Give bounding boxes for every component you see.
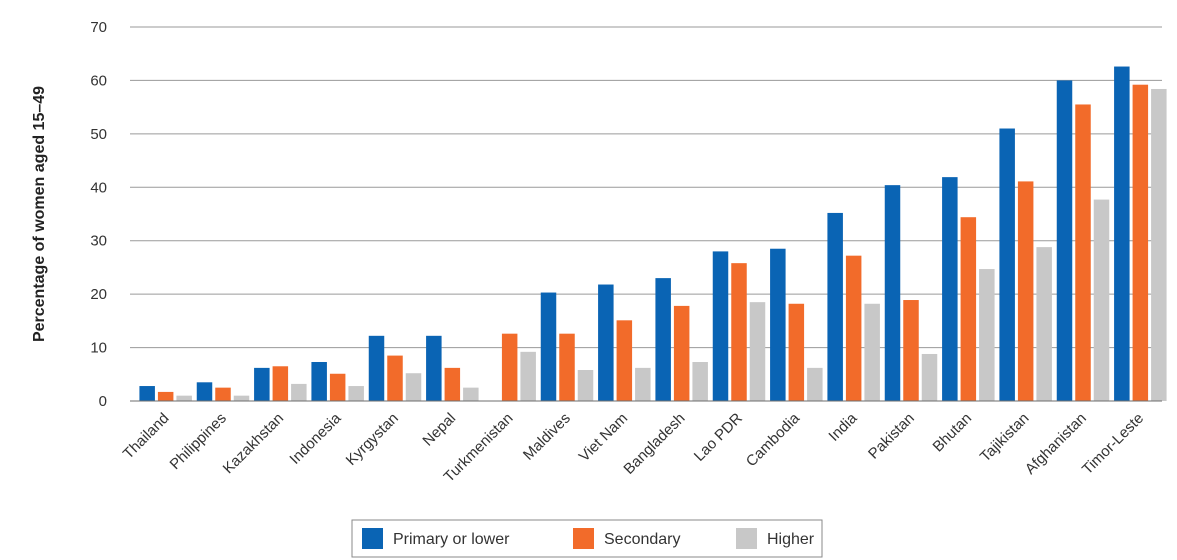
- bar-higher-philippines: [233, 395, 250, 401]
- y-tick-label: 70: [90, 19, 107, 36]
- bar-primary-or-lower-kyrgystan: [368, 335, 385, 401]
- x-tick-label: Viet Nam: [576, 410, 631, 465]
- bar-higher-india: [864, 303, 880, 401]
- x-tick-label: Thailand: [120, 410, 173, 463]
- bar-higher-viet-nam: [635, 367, 651, 401]
- bar-primary-or-lower-bhutan: [942, 177, 958, 401]
- legend-label: Higher: [767, 531, 815, 548]
- bar-higher-cambodia: [807, 367, 823, 401]
- bar-higher-afghanistan: [1093, 199, 1110, 401]
- bar-higher-tajikistan: [1036, 247, 1052, 401]
- x-tick-label: Kyrgystan: [343, 410, 402, 469]
- bar-primary-or-lower-viet-nam: [598, 284, 614, 401]
- bar-primary-or-lower-kazakhstan: [254, 367, 270, 401]
- bar-higher-pakistan: [921, 353, 938, 401]
- bar-higher-timor-leste: [1151, 88, 1167, 401]
- bar-primary-or-lower-cambodia: [770, 248, 786, 401]
- bar-secondary-thailand: [157, 391, 174, 401]
- bar-higher-indonesia: [348, 386, 364, 401]
- bars: [139, 66, 1167, 402]
- bar-higher-lao-pdr: [749, 302, 766, 401]
- bar-secondary-indonesia: [329, 373, 346, 401]
- x-tick-label: India: [825, 409, 860, 444]
- bar-higher-turkmenistan: [520, 351, 536, 401]
- x-tick-label: Lao PDR: [691, 410, 746, 465]
- y-tick-label: 50: [90, 126, 107, 143]
- bar-secondary-timor-leste: [1132, 84, 1149, 402]
- bar-primary-or-lower-philippines: [196, 382, 213, 401]
- legend-swatch: [362, 528, 383, 549]
- legend-label: Primary or lower: [393, 531, 510, 548]
- gridlines: [130, 26, 1162, 349]
- y-tick-label: 60: [90, 72, 107, 89]
- legend-swatch: [736, 528, 757, 549]
- x-tick-label: Bhutan: [930, 410, 976, 456]
- y-axis-label: Percentage of women aged 15–49: [31, 86, 48, 342]
- bar-secondary-nepal: [444, 367, 461, 401]
- bar-secondary-bangladesh: [673, 305, 690, 401]
- bar-primary-or-lower-afghanistan: [1056, 80, 1073, 401]
- bar-secondary-kazakhstan: [272, 366, 289, 401]
- legend: Primary or lower Secondary Higher: [351, 519, 823, 558]
- legend-label: Secondary: [604, 531, 681, 548]
- bar-primary-or-lower-timor-leste: [1114, 66, 1130, 401]
- x-tick-label: Bangladesh: [620, 410, 688, 478]
- bar-secondary-kyrgystan: [387, 355, 403, 401]
- bar-primary-or-lower-lao-pdr: [712, 251, 729, 401]
- bar-secondary-bhutan: [960, 217, 977, 401]
- x-tick-label: Indonesia: [286, 409, 344, 467]
- x-tick-label: Cambodia: [743, 409, 804, 470]
- bar-primary-or-lower-nepal: [426, 335, 442, 401]
- bar-higher-bhutan: [979, 269, 995, 401]
- x-tick-label: Timor-Leste: [1079, 410, 1147, 478]
- y-tick-label: 10: [90, 340, 107, 357]
- y-tick-label: 40: [90, 179, 107, 196]
- bar-primary-or-lower-indonesia: [311, 361, 327, 401]
- y-tick-label: 30: [90, 233, 107, 250]
- y-tick-label: 20: [90, 286, 107, 303]
- bar-higher-nepal: [463, 387, 479, 401]
- bar-secondary-lao-pdr: [731, 263, 747, 401]
- bar-higher-kazakhstan: [291, 383, 307, 401]
- bar-higher-kyrgystan: [405, 373, 422, 401]
- bar-primary-or-lower-tajikistan: [999, 128, 1015, 401]
- bar-secondary-pakistan: [903, 300, 919, 401]
- bar-primary-or-lower-bangladesh: [655, 278, 671, 401]
- bar-primary-or-lower-pakistan: [884, 185, 901, 401]
- bar-higher-thailand: [176, 395, 192, 401]
- bar-secondary-maldives: [559, 333, 575, 401]
- x-tick-label: Tajikistan: [977, 410, 1033, 466]
- bar-secondary-tajikistan: [1017, 181, 1034, 401]
- x-tick-label: Kazakhstan: [220, 410, 287, 477]
- x-tick-label: Pakistan: [865, 410, 918, 463]
- bar-secondary-afghanistan: [1075, 104, 1091, 401]
- y-tick-label: 0: [99, 393, 107, 410]
- bar-primary-or-lower-maldives: [540, 292, 557, 401]
- bar-secondary-viet-nam: [616, 320, 633, 401]
- bar-higher-bangladesh: [692, 361, 708, 401]
- bar-secondary-turkmenistan: [501, 333, 518, 401]
- bar-higher-maldives: [577, 370, 594, 401]
- bar-primary-or-lower-thailand: [139, 386, 155, 401]
- bar-secondary-philippines: [215, 387, 231, 401]
- bar-primary-or-lower-india: [827, 212, 843, 401]
- bar-secondary-cambodia: [788, 303, 805, 401]
- legend-swatch: [573, 528, 594, 549]
- x-tick-label: Nepal: [419, 410, 459, 450]
- x-tick-label: Maldives: [520, 410, 574, 464]
- bar-secondary-india: [845, 255, 862, 401]
